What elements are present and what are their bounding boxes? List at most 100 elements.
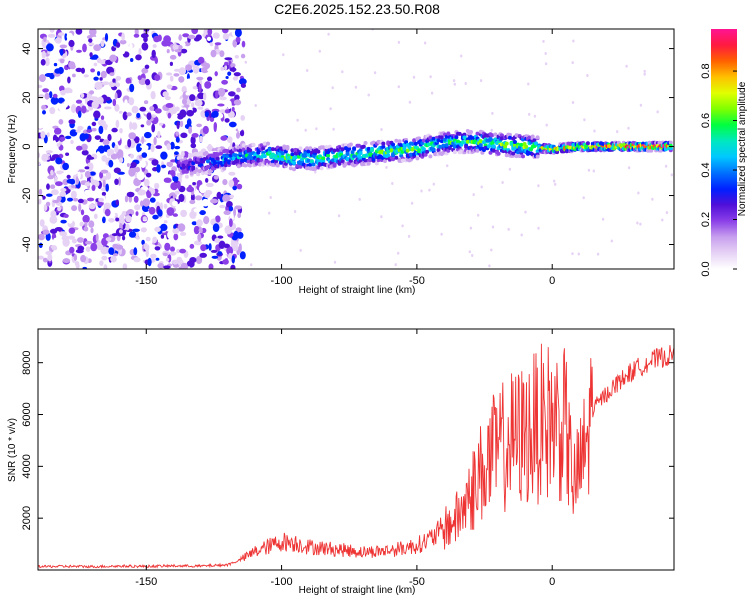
heatmap-cell <box>62 162 69 171</box>
heatmap-cell <box>115 42 121 48</box>
heatmap-cell <box>91 100 99 109</box>
heatmap-cell <box>84 189 92 196</box>
heatmap-cell <box>41 153 49 162</box>
y-tick-label: 6000 <box>21 402 33 426</box>
heatmap-cell <box>198 228 203 233</box>
heatmap-cell <box>128 231 137 238</box>
heatmap-cell <box>616 130 619 134</box>
heatmap-cell <box>76 49 82 53</box>
heatmap-cell <box>402 145 407 150</box>
heatmap-cell <box>596 252 600 256</box>
heatmap-cell <box>114 92 118 100</box>
heatmap-cell <box>249 156 254 160</box>
heatmap-cell <box>190 102 195 108</box>
heatmap-cell <box>169 61 173 66</box>
heatmap-cell <box>202 157 207 161</box>
heatmap-cell <box>331 158 335 163</box>
heatmap-cell <box>352 146 357 151</box>
y-tick-label: 2000 <box>21 506 33 530</box>
heatmap-cell <box>270 147 275 152</box>
heatmap-cell <box>190 135 196 145</box>
heatmap-cell <box>122 111 128 121</box>
heatmap-cell <box>174 151 179 156</box>
heatmap-cell <box>184 174 189 179</box>
heatmap-cell <box>469 226 473 230</box>
heatmap-cell <box>306 69 309 72</box>
heatmap-cell <box>215 156 220 161</box>
heatmap-cell <box>185 78 193 82</box>
heatmap-cell <box>454 135 459 140</box>
heatmap-cell <box>135 236 140 240</box>
heatmap-cell <box>101 191 106 196</box>
heatmap-cell <box>185 91 190 96</box>
heatmap-cell <box>340 147 345 152</box>
heatmap-cell <box>601 217 605 221</box>
heatmap-cell <box>154 182 160 190</box>
heatmap-cell <box>76 145 83 151</box>
heatmap-cell <box>84 221 88 227</box>
heatmap-cell <box>269 196 272 199</box>
heatmap-cell <box>407 234 411 238</box>
heatmap-cell <box>102 216 106 224</box>
heatmap-cell <box>88 203 96 210</box>
heatmap-cell <box>60 219 67 224</box>
heatmap-cell <box>76 165 80 171</box>
heatmap-cell <box>194 99 203 107</box>
heatmap-cell <box>136 112 141 119</box>
heatmap-cell <box>182 33 190 38</box>
heatmap-cell <box>78 228 83 232</box>
heatmap-cell <box>232 39 238 48</box>
heatmap-cell <box>519 142 524 147</box>
heatmap-cell <box>224 57 233 61</box>
heatmap-cell <box>237 212 242 219</box>
heatmap-cell <box>318 161 322 166</box>
snr-series-line <box>38 343 674 569</box>
heatmap-cell <box>235 36 241 43</box>
heatmap-cell <box>170 141 175 150</box>
heatmap-cell <box>314 170 317 174</box>
heatmap-cell <box>47 253 53 262</box>
heatmap-cell <box>172 200 178 207</box>
heatmap-cell <box>105 237 112 242</box>
heatmap-cell <box>239 130 245 137</box>
heatmap-cell <box>214 237 221 244</box>
heatmap-cell <box>226 201 233 208</box>
heatmap-cell <box>333 260 337 264</box>
heatmap-cell <box>59 231 67 237</box>
heatmap-cell <box>83 74 89 78</box>
heatmap-cell <box>180 209 188 218</box>
heatmap-cell <box>318 49 321 53</box>
heatmap-cell <box>587 168 591 172</box>
heatmap-cell <box>180 132 188 139</box>
heatmap-cell <box>232 243 239 252</box>
heatmap-cell <box>306 149 311 154</box>
heatmap-cell <box>493 132 498 137</box>
heatmap-cell <box>399 143 404 148</box>
heatmap-cell <box>140 227 147 233</box>
heatmap-cell <box>237 263 242 269</box>
heatmap-cell <box>67 76 71 84</box>
heatmap-cell <box>140 145 146 149</box>
heatmap-cell <box>172 176 179 182</box>
heatmap-cell <box>202 33 206 37</box>
heatmap-cell <box>49 215 58 224</box>
heatmap-cell <box>89 29 97 36</box>
heatmap-cell <box>282 144 287 149</box>
heatmap-cell <box>219 96 227 101</box>
heatmap-cell <box>141 204 150 212</box>
heatmap-cell <box>105 171 112 180</box>
heatmap-cell <box>166 72 173 76</box>
heatmap-cell <box>337 161 342 166</box>
heatmap-cell <box>130 161 137 168</box>
heatmap-cell <box>49 29 55 33</box>
heatmap-cell <box>224 118 230 123</box>
heatmap-cell <box>222 194 231 203</box>
heatmap-cell <box>155 145 163 150</box>
heatmap-cell <box>145 248 149 258</box>
heatmap-cell <box>438 144 443 149</box>
heatmap-cell <box>205 178 209 183</box>
heatmap-cell <box>308 146 313 151</box>
heatmap-cell <box>89 90 95 95</box>
heatmap-cell <box>391 142 396 147</box>
